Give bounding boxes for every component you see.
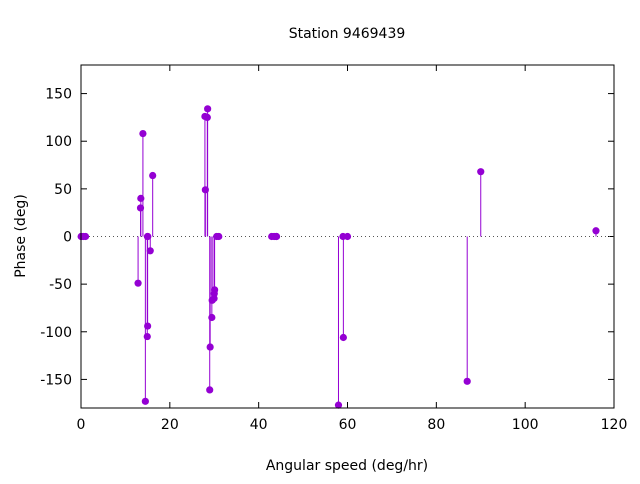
x-tick-label: 0: [77, 417, 86, 433]
data-point: [144, 322, 152, 330]
plot-frame: [80, 64, 615, 409]
x-tick-label: 100: [512, 417, 539, 433]
y-axis-label: Phase (deg): [13, 194, 29, 278]
data-point: [139, 130, 147, 138]
data-point: [206, 343, 214, 351]
data-point: [203, 113, 211, 122]
x-tick-label: 40: [250, 417, 268, 433]
y-tick-label: 100: [45, 134, 72, 150]
data-point: [201, 186, 209, 194]
x-tick-label: 60: [339, 417, 357, 433]
y-tick-label: 0: [63, 230, 72, 246]
data-point: [143, 332, 151, 341]
data-point: [141, 397, 149, 405]
data-point: [146, 247, 154, 255]
stems-layer: [137, 108, 597, 406]
data-point: [343, 232, 352, 241]
data-point: [334, 401, 343, 409]
y-tick-label: -100: [40, 325, 72, 341]
points-layer: [77, 105, 600, 409]
data-point: [477, 168, 485, 176]
chart-title: Station 9469439: [289, 26, 406, 42]
data-point: [211, 286, 219, 294]
data-point: [134, 279, 142, 287]
data-point: [136, 204, 145, 212]
data-point: [272, 232, 281, 241]
data-point: [215, 232, 223, 241]
data-point: [206, 386, 214, 394]
y-tick-label: -150: [40, 372, 72, 388]
x-tick-label: 120: [601, 417, 628, 433]
y-tick-label: -50: [49, 277, 72, 293]
x-tick-label: 80: [427, 417, 445, 433]
x-tick-label: 20: [161, 417, 179, 433]
data-point: [208, 313, 216, 322]
data-point: [463, 377, 471, 385]
data-point: [144, 232, 152, 241]
data-point: [137, 194, 145, 202]
data-point: [339, 333, 347, 342]
y-tick-label: 50: [54, 182, 72, 198]
data-point: [204, 105, 212, 113]
x-axis-label: Angular speed (deg/hr): [266, 458, 428, 474]
y-tick-label: 150: [45, 87, 72, 103]
axis-ticks: 0 20 40 60 80 100 120 -150 -100 -50 0 50 100 150: [40, 65, 627, 433]
data-point: [149, 171, 157, 180]
data-point: [81, 232, 90, 241]
data-point: [592, 227, 600, 235]
